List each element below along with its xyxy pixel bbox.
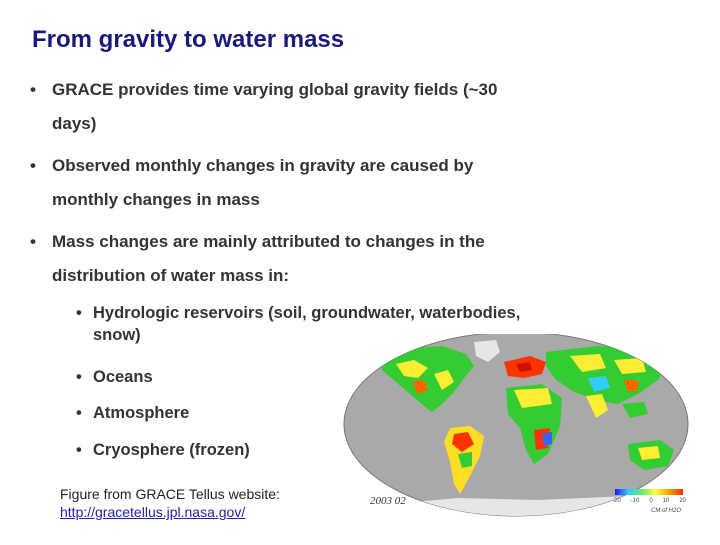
bullet-text-line: days) <box>52 114 97 133</box>
north-america <box>378 346 474 412</box>
continents <box>368 340 678 516</box>
bullet-text-line: distribution of water mass in: <box>52 266 290 285</box>
bullet-dot: • <box>76 441 82 459</box>
colorbar-tick: 0 <box>649 498 653 504</box>
bullet-text-line: Oceans <box>93 368 153 386</box>
bullet-text-line: monthly changes in mass <box>52 190 260 209</box>
figure-caption: Figure from GRACE Tellus website: http:/… <box>60 485 280 521</box>
bullet-dot: • <box>30 80 36 99</box>
map-colorbar <box>615 489 683 495</box>
sub-bullet-oceans: • Oceans <box>76 366 153 388</box>
world-map-figure <box>343 331 689 517</box>
grace-tellus-link[interactable]: http://gracetellus.jpl.nasa.gov/ <box>60 504 246 520</box>
bullet-observed: • Observed monthly changes in gravity ar… <box>30 149 474 217</box>
colorbar-tick: -20 <box>612 498 621 504</box>
bullet-dot: • <box>30 232 36 251</box>
bullet-mass-changes: • Mass changes are mainly attributed to … <box>30 225 485 293</box>
caption-text: Figure from GRACE Tellus website: <box>60 486 280 502</box>
bullet-text-line: Cryosphere (frozen) <box>93 441 250 459</box>
greenland <box>474 340 500 362</box>
sub-bullet-hydrologic: • Hydrologic reservoirs (soil, groundwat… <box>76 302 521 346</box>
bullet-grace: • GRACE provides time varying global gra… <box>30 73 498 141</box>
bullet-text-line: Hydrologic reservoirs (soil, groundwater… <box>93 304 521 322</box>
sub-bullet-cryosphere: • Cryosphere (frozen) <box>76 439 250 461</box>
map-date-label: 2003 02 <box>370 495 406 507</box>
bullet-dot: • <box>76 368 82 386</box>
bullet-text-line: Atmosphere <box>93 404 190 422</box>
bullet-dot: • <box>76 404 82 422</box>
sub-bullet-atmosphere: • Atmosphere <box>76 402 190 424</box>
grace-world-map <box>338 331 720 540</box>
bullet-text-line: GRACE provides time varying global gravi… <box>52 80 498 99</box>
bullet-text-line: snow) <box>93 326 141 344</box>
colorbar-tick: -10 <box>630 498 640 504</box>
bullet-text-line: Mass changes are mainly attributed to ch… <box>52 232 485 251</box>
bullet-text-line: Observed monthly changes in gravity are … <box>52 156 474 175</box>
colorbar-unit: CM of H2O <box>651 508 682 514</box>
bullet-dot: • <box>30 156 36 175</box>
colorbar-tick: 10 <box>662 498 670 504</box>
antarctica <box>368 496 678 516</box>
bullet-dot: • <box>76 304 82 322</box>
colorbar-tick: 20 <box>679 498 686 504</box>
south-asia <box>586 394 608 418</box>
colorbar-ticks: -20 -10 0 10 20 <box>612 498 686 504</box>
slide-title: From gravity to water mass <box>32 26 345 53</box>
